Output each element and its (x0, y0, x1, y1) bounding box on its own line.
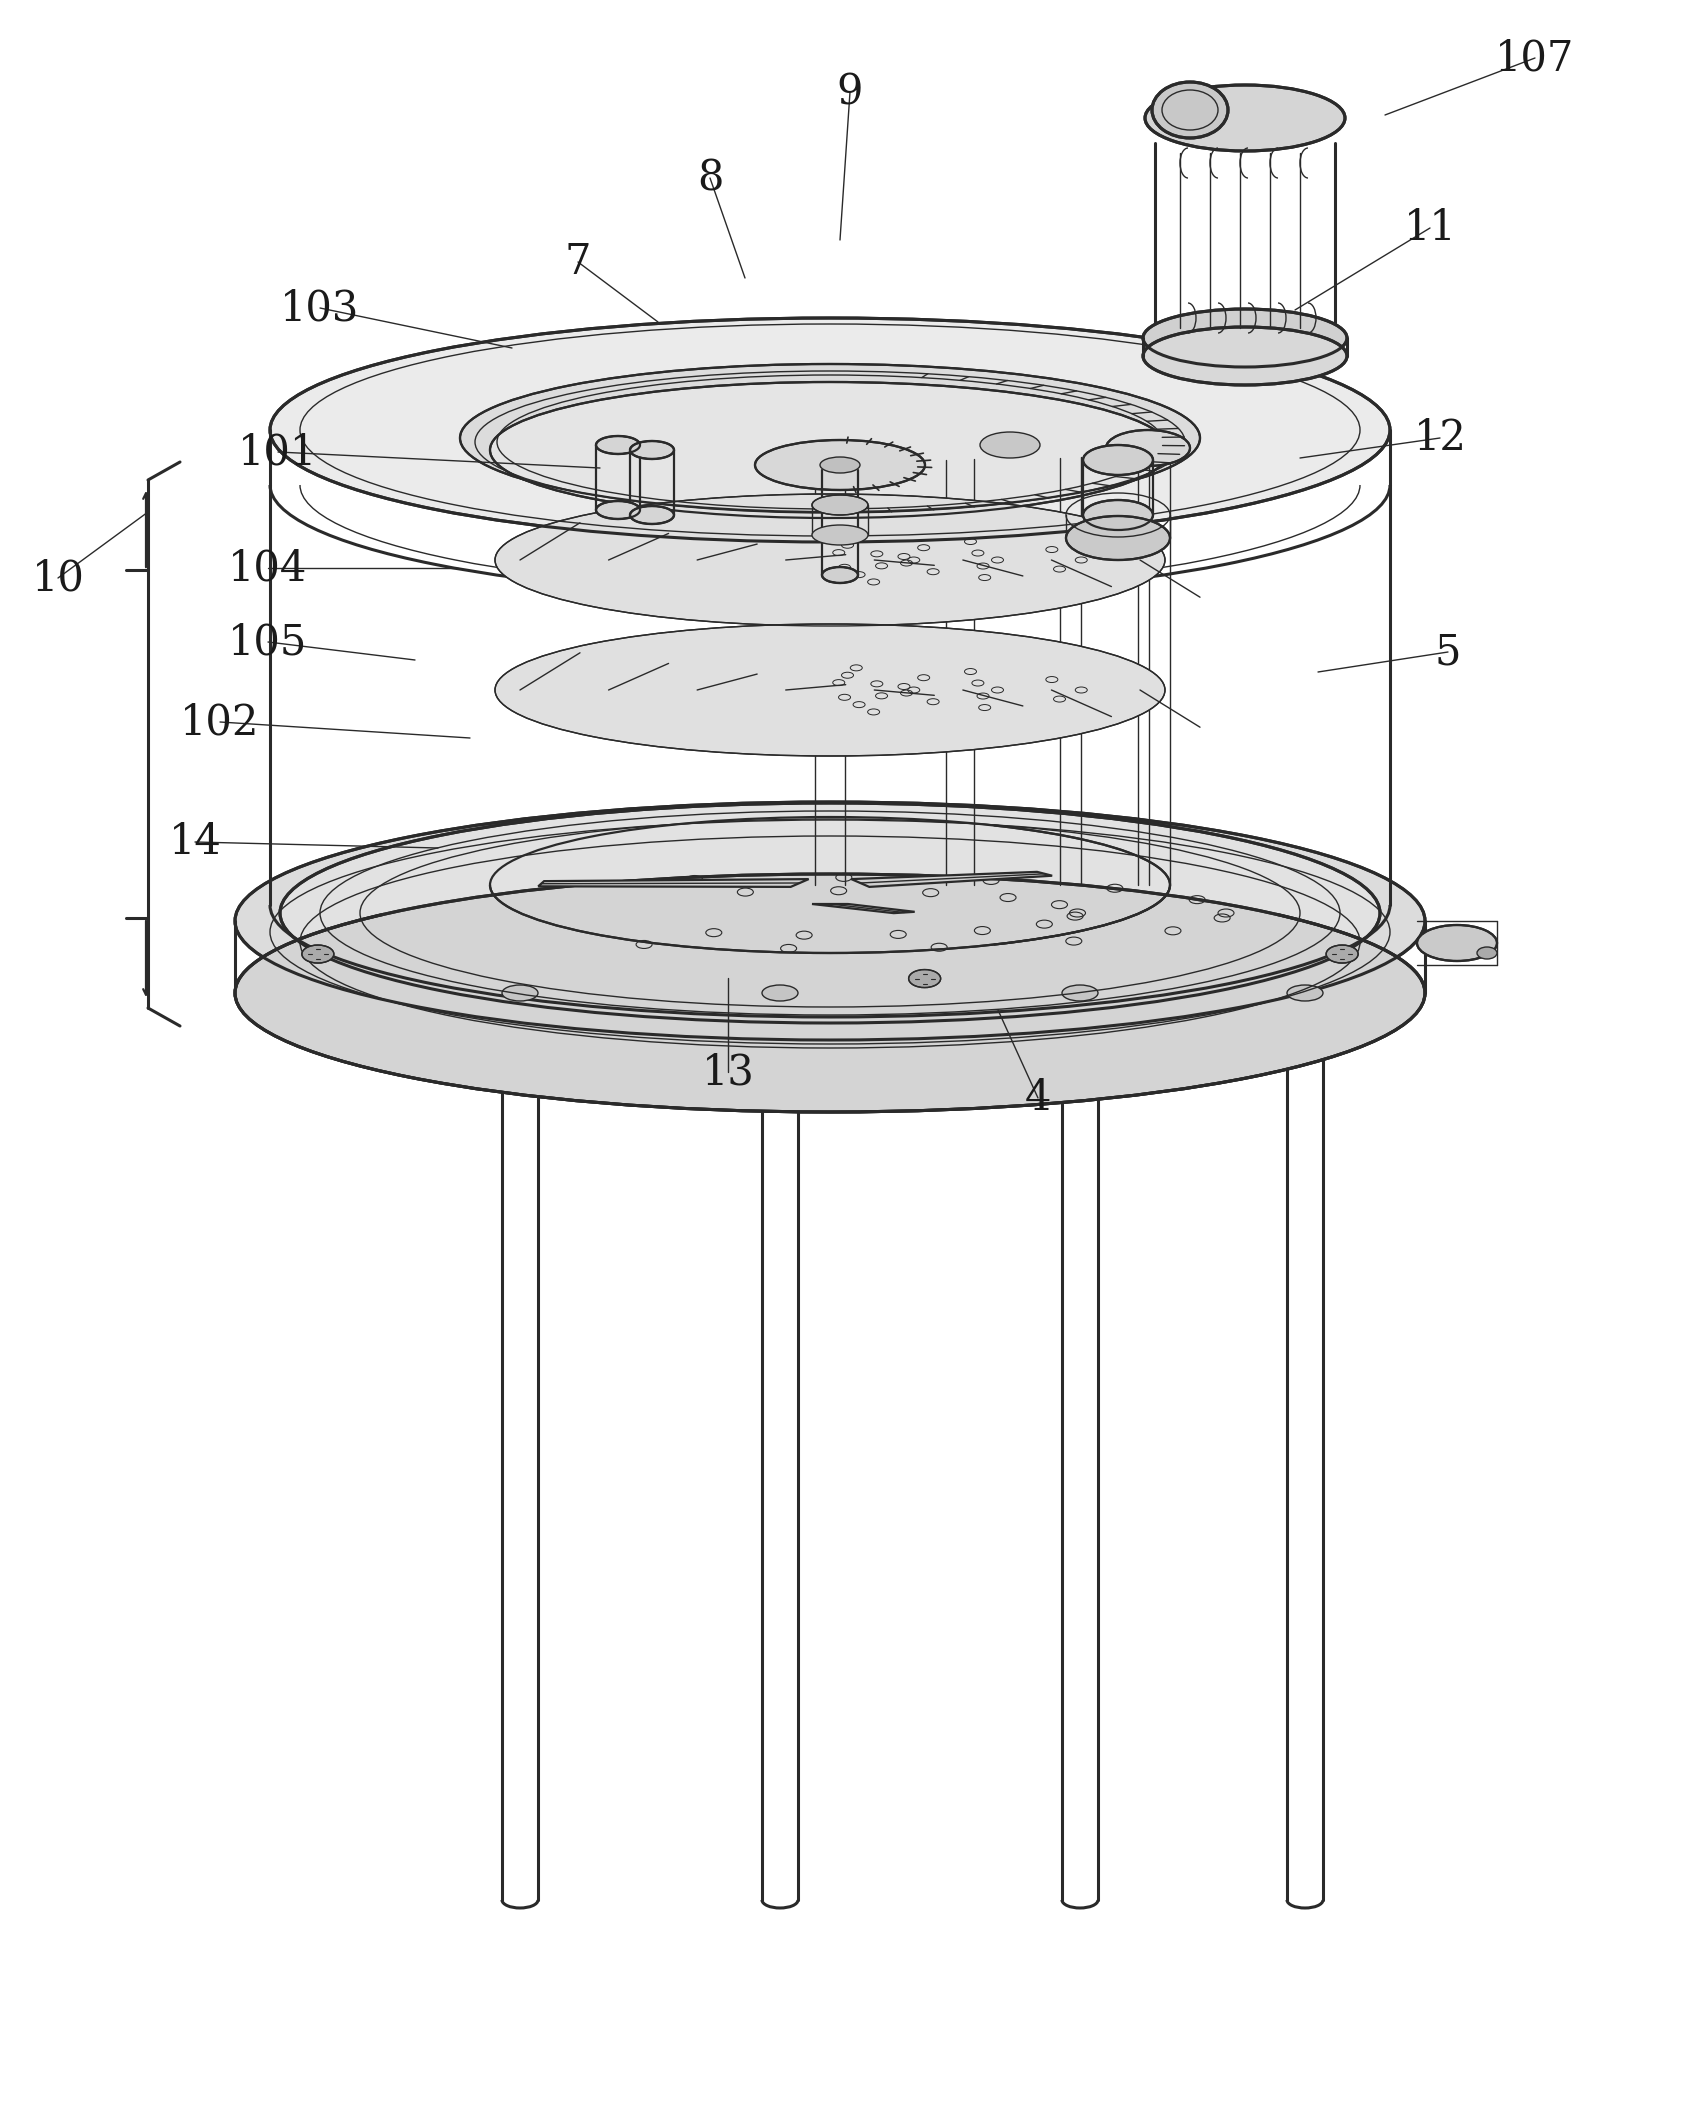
Ellipse shape (812, 526, 868, 545)
Ellipse shape (269, 318, 1390, 543)
Ellipse shape (501, 985, 537, 1002)
Ellipse shape (1083, 501, 1153, 530)
Ellipse shape (755, 440, 924, 490)
Text: 13: 13 (701, 1052, 754, 1092)
Ellipse shape (1144, 84, 1344, 151)
Ellipse shape (302, 945, 334, 964)
Ellipse shape (280, 804, 1379, 1023)
Ellipse shape (1066, 515, 1170, 560)
Ellipse shape (909, 970, 939, 987)
Ellipse shape (460, 364, 1199, 511)
Ellipse shape (812, 494, 868, 515)
Ellipse shape (1105, 429, 1190, 465)
Text: 12: 12 (1413, 417, 1466, 459)
Text: 11: 11 (1403, 206, 1456, 248)
Ellipse shape (822, 566, 858, 583)
Text: 104: 104 (228, 547, 307, 589)
Polygon shape (851, 871, 1052, 888)
Text: 5: 5 (1434, 631, 1461, 673)
Ellipse shape (595, 436, 639, 454)
Polygon shape (812, 905, 914, 913)
Ellipse shape (235, 802, 1424, 1039)
Ellipse shape (762, 985, 798, 1002)
Ellipse shape (1286, 985, 1321, 1002)
Ellipse shape (979, 431, 1040, 459)
Ellipse shape (820, 457, 859, 473)
Text: 101: 101 (239, 431, 317, 473)
Ellipse shape (629, 442, 673, 459)
Ellipse shape (1325, 945, 1357, 964)
Ellipse shape (1062, 985, 1098, 1002)
Text: 103: 103 (280, 286, 360, 328)
Ellipse shape (1083, 446, 1153, 476)
Ellipse shape (1142, 309, 1347, 366)
Ellipse shape (1477, 947, 1495, 959)
Text: 105: 105 (228, 621, 307, 663)
Text: 4: 4 (1025, 1077, 1050, 1119)
Ellipse shape (494, 494, 1165, 627)
Ellipse shape (235, 873, 1424, 1113)
Text: 9: 9 (837, 72, 863, 114)
Text: 102: 102 (181, 701, 259, 743)
Ellipse shape (595, 501, 639, 520)
Ellipse shape (629, 505, 673, 524)
Text: 10: 10 (32, 558, 84, 600)
Text: 107: 107 (1495, 38, 1574, 80)
Ellipse shape (1142, 326, 1347, 385)
Ellipse shape (1151, 82, 1228, 139)
Text: 8: 8 (696, 158, 723, 200)
Ellipse shape (1417, 926, 1495, 962)
Text: 7: 7 (564, 242, 592, 284)
Ellipse shape (489, 383, 1170, 518)
Polygon shape (537, 879, 808, 888)
Text: 14: 14 (169, 821, 222, 863)
Ellipse shape (494, 625, 1165, 755)
